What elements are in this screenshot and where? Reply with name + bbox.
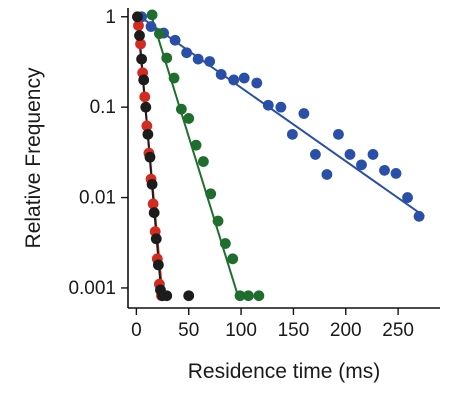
data-point [132,11,143,23]
data-point [204,56,216,67]
data-point [183,113,195,124]
data-point [144,151,156,163]
data-point [215,69,227,80]
data-point [234,290,246,302]
x-tick-label: 200 [330,320,362,341]
data-point [161,52,173,64]
data-point [192,53,204,65]
point-group-series-2 [146,9,265,302]
data-point [161,290,173,302]
data-point [238,72,250,84]
data-point [219,238,231,249]
data-point [197,156,209,167]
data-point [142,128,154,140]
data-point [146,9,158,21]
data-point [212,215,224,227]
data-point [227,253,239,265]
data-point [183,290,195,302]
data-point [402,192,413,203]
data-point [356,159,367,171]
x-tick-label: 250 [382,320,414,341]
y-tick-label: 0.1 [90,97,116,118]
data-point [413,210,425,222]
data-point [181,47,193,59]
x-tick-label: 50 [178,320,199,341]
data-point [169,34,181,46]
data-point [135,38,146,50]
data-point [286,128,298,140]
data-point [150,233,162,245]
data-point [168,72,180,84]
data-point [275,101,287,113]
data-point [138,74,150,86]
data-point [390,167,402,179]
data-point [253,290,265,302]
data-point [141,120,153,132]
data-point [152,259,164,271]
x-tick-label: 150 [278,320,310,341]
x-tick-label: 100 [225,320,257,341]
data-point [243,290,254,302]
y-tick-label: 0.001 [68,278,116,299]
data-point [344,149,356,160]
x-axis-ticks: 0 50 100 150 200 250 [131,308,414,341]
data-point [367,149,379,160]
data-point [298,108,310,119]
data-point [140,101,152,113]
data-point [154,28,165,40]
data-point [190,139,202,151]
data-point [133,20,144,31]
data-point [175,103,187,115]
data-point [228,74,240,86]
point-group-series-4 [132,11,195,302]
data-points [132,9,425,302]
x-tick-label: 0 [131,320,142,341]
data-point [148,207,160,219]
data-point [333,128,344,140]
data-point [147,198,159,210]
x-axis-label: Residence time (ms) [188,360,381,383]
fit-lines [136,12,425,297]
data-point [251,77,263,89]
y-axis-ticks: 0.001 0.01 0.1 1 [68,7,128,299]
data-point [205,188,217,200]
data-point [379,164,390,176]
data-point [321,169,333,180]
y-axis-label: Relative Frequency [22,67,45,248]
data-point [146,178,158,190]
data-point [139,91,151,103]
data-point [134,30,145,41]
data-point [310,149,321,160]
y-tick-label: 1 [105,7,116,28]
plot-frame [127,8,440,309]
data-point [136,53,148,65]
data-point [262,99,274,111]
y-tick-label: 0.01 [79,188,116,209]
data-point [145,21,157,32]
point-group-series-1 [136,11,425,222]
